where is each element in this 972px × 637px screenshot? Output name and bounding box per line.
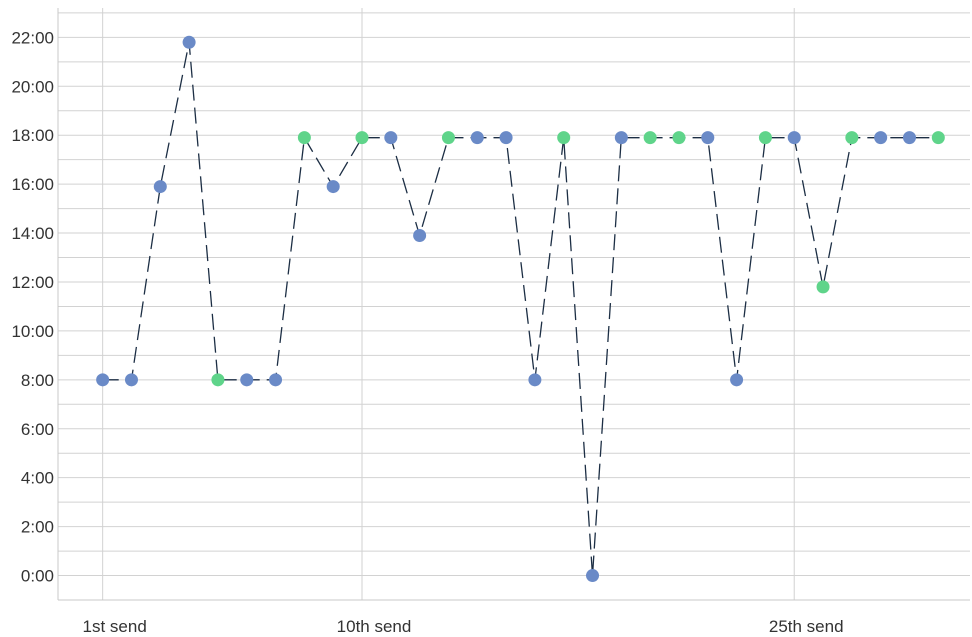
y-tick-label: 2:00	[21, 518, 54, 537]
y-tick-label: 18:00	[11, 126, 54, 145]
data-point-green[interactable]	[211, 373, 225, 387]
data-point-blue[interactable]	[902, 131, 916, 145]
y-tick-label: 8:00	[21, 371, 54, 390]
data-point-blue[interactable]	[874, 131, 888, 145]
y-tick-label: 12:00	[11, 273, 54, 292]
data-point-green[interactable]	[297, 131, 311, 145]
data-points	[96, 35, 945, 583]
y-tick-label: 14:00	[11, 224, 54, 243]
data-point-green[interactable]	[816, 280, 830, 294]
y-tick-label: 6:00	[21, 420, 54, 439]
data-point-blue[interactable]	[182, 35, 196, 49]
data-point-blue[interactable]	[269, 373, 283, 387]
data-point-green[interactable]	[672, 131, 686, 145]
data-point-green[interactable]	[441, 131, 455, 145]
y-axis-tick-labels: 0:00 2:00 4:00 6:00 8:00 10:00 12:00 14:00 16:00…	[11, 28, 54, 585]
data-point-green[interactable]	[643, 131, 657, 145]
y-tick-label: 10:00	[11, 322, 54, 341]
x-tick-label: 10th send	[337, 617, 412, 636]
data-point-blue[interactable]	[384, 131, 398, 145]
y-tick-label: 16:00	[11, 175, 54, 194]
data-point-blue[interactable]	[614, 131, 628, 145]
data-point-green[interactable]	[931, 131, 945, 145]
data-point-blue[interactable]	[470, 131, 484, 145]
x-axis-tick-labels: 1st send 10th send 25th send	[83, 617, 844, 636]
grid	[58, 8, 970, 601]
data-point-blue[interactable]	[730, 373, 744, 387]
x-tick-label: 25th send	[769, 617, 844, 636]
data-point-green[interactable]	[355, 131, 369, 145]
series-line	[102, 42, 939, 576]
y-tick-label: 0:00	[21, 567, 54, 586]
data-point-green[interactable]	[557, 131, 571, 145]
data-point-blue[interactable]	[96, 373, 110, 387]
x-tick-label: 1st send	[83, 617, 147, 636]
data-point-blue[interactable]	[153, 180, 167, 194]
data-point-blue[interactable]	[586, 569, 600, 583]
axes	[57, 8, 970, 601]
data-point-blue[interactable]	[787, 131, 801, 145]
y-tick-label: 4:00	[21, 469, 54, 488]
data-point-green[interactable]	[845, 131, 859, 145]
y-tick-label: 22:00	[11, 28, 54, 47]
data-point-green[interactable]	[758, 131, 772, 145]
data-point-blue[interactable]	[326, 180, 340, 194]
data-point-blue[interactable]	[499, 131, 513, 145]
data-point-blue[interactable]	[528, 373, 542, 387]
data-point-blue[interactable]	[124, 373, 138, 387]
series-line-group	[102, 42, 939, 576]
data-point-blue[interactable]	[701, 131, 715, 145]
data-point-blue[interactable]	[413, 229, 427, 243]
y-tick-label: 20:00	[11, 77, 54, 96]
data-point-blue[interactable]	[240, 373, 254, 387]
